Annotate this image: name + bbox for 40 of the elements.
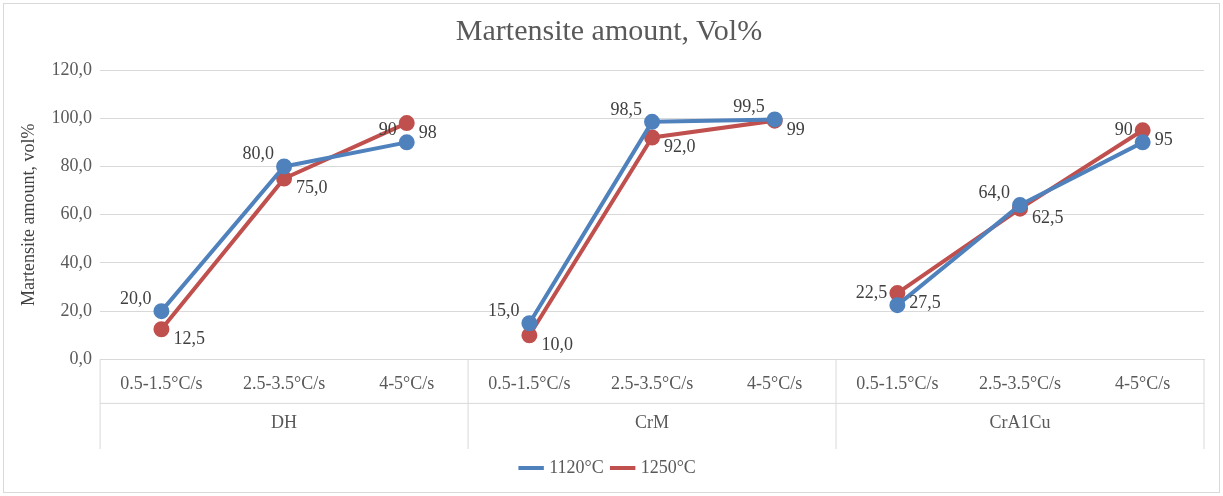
- y-tick-label: 80,0: [60, 155, 93, 176]
- data-label: 95: [1154, 129, 1173, 150]
- data-label: 92,0: [664, 136, 696, 157]
- data-label: 12,5: [173, 327, 205, 348]
- x-tick-label: 2.5-3.5°C/s: [242, 372, 326, 393]
- data-label: 90: [1114, 119, 1133, 140]
- x-tick-label: 0.5-1.5°C/s: [120, 372, 203, 393]
- x-tick-label: 4-5°C/s: [1115, 372, 1171, 393]
- data-label: 62,5: [1032, 207, 1064, 228]
- data-label: 10,0: [541, 334, 573, 355]
- data-label: 20,0: [119, 287, 152, 308]
- legend-label: 1250°C: [640, 456, 696, 477]
- y-tick-label: 60,0: [60, 203, 93, 224]
- data-label: 15,0: [487, 299, 520, 320]
- data-label: 64,0: [978, 181, 1011, 202]
- data-label: 98,5: [610, 98, 643, 119]
- data-label: 22,5: [855, 281, 888, 302]
- x-tick-label: 2.5-3.5°C/s: [978, 372, 1062, 393]
- text: DH: [271, 412, 298, 433]
- y-tick-label: 120,0: [51, 58, 93, 79]
- y-axis-title: Martensite amount, vol%: [17, 123, 38, 306]
- data-label: 99: [786, 119, 805, 140]
- text: CrA1Cu: [989, 412, 1051, 433]
- chart-title: Martensite amount, Vol%: [455, 12, 763, 46]
- data-label: 75,0: [296, 177, 328, 198]
- x-tick-label: 2.5-3.5°C/s: [610, 372, 694, 393]
- x-tick-label: 4-5°C/s: [747, 372, 803, 393]
- legend-label: 1120°C: [549, 456, 604, 477]
- data-label: 98: [418, 121, 437, 142]
- y-tick-label: 100,0: [51, 106, 93, 127]
- data-label: 27,5: [909, 291, 941, 312]
- y-tick-label: 20,0: [60, 299, 93, 320]
- y-tick-label: 0,0: [69, 348, 93, 369]
- data-label: 80,0: [242, 143, 275, 164]
- text: CrM: [635, 412, 670, 433]
- x-tick-label: 4-5°C/s: [379, 372, 435, 393]
- data-label: 99,5: [733, 96, 765, 117]
- y-tick-label: 40,0: [60, 251, 93, 272]
- x-tick-label: 0.5-1.5°C/s: [488, 372, 571, 393]
- x-tick-label: 0.5-1.5°C/s: [856, 372, 939, 393]
